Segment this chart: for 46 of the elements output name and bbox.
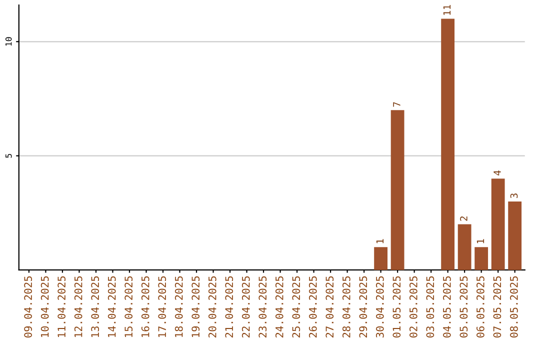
bar: [390, 110, 404, 270]
data-label: 1: [376, 239, 384, 244]
x-tick-label: 14.04.2025: [108, 276, 116, 337]
x-tick-label: 17.04.2025: [158, 276, 166, 337]
data-label: 3: [510, 194, 518, 198]
x-tick-label: 01.05.2025: [392, 276, 401, 338]
x-tick-label: 08.05.2025: [510, 276, 518, 338]
x-tick-label: 29.04.2025: [359, 276, 368, 338]
bar: [508, 201, 522, 270]
x-tick-label: 24.04.2025: [275, 276, 284, 338]
x-tick-label: 26.04.2025: [308, 276, 317, 338]
y-tick-label: 5: [6, 154, 12, 158]
data-label: 2: [460, 216, 468, 221]
x-tick-label: 10.04.2025: [40, 276, 49, 337]
x-tick-label: 07.05.2025: [493, 276, 502, 338]
x-tick-label: 20.04.2025: [208, 276, 216, 338]
x-tick-label: 25.04.2025: [292, 276, 300, 338]
x-tick-label: 12.04.2025: [74, 276, 82, 337]
x-tick-label: 04.05.2025: [442, 276, 451, 338]
x-tick-label: 09.04.2025: [24, 276, 32, 338]
data-label: 1: [476, 239, 484, 244]
x-tick-label: 13.04.2025: [91, 276, 100, 337]
x-tick-label: 27.04.2025: [326, 276, 334, 338]
x-tick-label: 15.04.2025: [124, 276, 133, 337]
x-tick-label: 02.05.2025: [409, 276, 418, 338]
x-tick-label: 03.05.2025: [426, 276, 434, 338]
x-tick-label: 18.04.2025: [174, 276, 183, 337]
x-tick-label: 16.04.2025: [141, 276, 150, 337]
x-tick-label: 30.04.2025: [376, 276, 384, 338]
x-tick-label: 22.04.2025: [242, 276, 250, 338]
bar: [441, 18, 455, 270]
x-tick-label: 28.04.2025: [342, 276, 350, 338]
bar: [458, 224, 472, 270]
data-label: 11: [443, 4, 451, 15]
x-tick-label: 05.05.2025: [460, 276, 468, 338]
bar: [491, 178, 505, 270]
x-tick-label: 19.04.2025: [192, 276, 200, 337]
bar: [474, 247, 488, 270]
data-label: 7: [393, 102, 400, 107]
x-tick-label: 11.04.2025: [58, 276, 66, 337]
bar: [374, 247, 388, 270]
x-tick-label: 06.05.2025: [476, 276, 484, 338]
y-tick-label: 10: [5, 37, 12, 46]
data-label: 4: [494, 170, 501, 176]
x-tick-label: 21.04.2025: [225, 276, 234, 338]
x-tick-label: 23.04.2025: [258, 276, 267, 338]
